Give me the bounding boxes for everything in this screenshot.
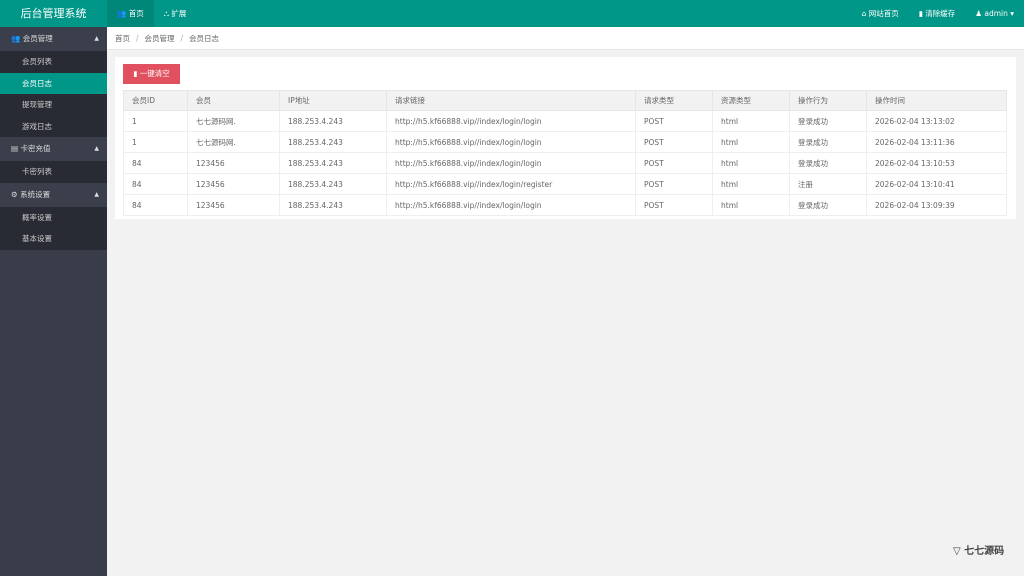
table-cell: 七七源码网. — [187, 110, 280, 132]
table-row: 1 七七源码网. 188.253.4.243 http://h5.kf66888.vi… — [123, 110, 1007, 132]
column-header: 会员 — [187, 90, 280, 111]
column-header: 操作行为 — [789, 90, 867, 111]
table-cell: 2026-02-04 13:10:53 — [866, 152, 1007, 174]
log-table: 会员ID 会员 IP地址 请求链接 请求类型 资源类型 操作行为 操作时间 1 七七源码网. 18… — [123, 90, 1007, 216]
table-cell: 七七源码网. — [187, 131, 280, 153]
column-header: 操作时间 — [866, 90, 1007, 111]
table-cell: 188.253.4.243 — [279, 194, 387, 216]
table-cell: http://h5.kf66888.vip//index/login/login — [386, 152, 636, 174]
sidebar: 👥 会员管理 ▲ 会员列表 会员日志 提现管理 游戏日志 ▤ 卡密充值 ▲ 卡密列表… — [0, 27, 107, 576]
trash-icon: ▮ — [133, 69, 140, 78]
table-cell: http://h5.kf66888.vip//index/login/login — [386, 110, 636, 132]
sitemap-icon: ⛬ — [163, 9, 172, 18]
column-header: IP地址 — [279, 90, 387, 111]
table-cell: 2026-02-04 13:11:36 — [866, 131, 1007, 153]
home-icon: ⌂ — [861, 9, 869, 18]
breadcrumb-home[interactable]: 首页 — [115, 34, 130, 43]
breadcrumb-current: 会员日志 — [189, 34, 220, 43]
clear-cache-link[interactable]: ▮ 清除缓存 — [918, 9, 956, 18]
sidebar-item-member-list[interactable]: 会员列表 — [0, 51, 107, 73]
table-cell: POST — [635, 194, 713, 216]
sidebar-item-member-log[interactable]: 会员日志 — [0, 72, 107, 94]
table-cell: 123456 — [187, 173, 280, 195]
sidebar-group-cards[interactable]: ▤ 卡密充值 ▲ — [0, 137, 107, 161]
top-bar: 后台管理系统 👥 首页 ⛬ 扩展 ⌂ 网站首页 ▮ 清除缓存 ♟ admin ▾ — [0, 0, 1024, 27]
users-icon: 👥 — [117, 9, 129, 18]
caret-up-icon: ▲ — [94, 190, 99, 198]
table-cell: html — [712, 173, 790, 195]
table-cell: html — [712, 131, 790, 153]
table-cell: 登录成功 — [789, 152, 867, 174]
nav-home[interactable]: 👥 首页 — [107, 0, 154, 27]
table-cell: 188.253.4.243 — [279, 131, 387, 153]
book-icon: ▤ — [11, 144, 21, 153]
table-cell: POST — [635, 131, 713, 153]
table-cell: 1 — [123, 110, 188, 132]
table-cell: 123456 — [187, 194, 280, 216]
table-cell: 188.253.4.243 — [279, 110, 387, 132]
sidebar-item-game-log[interactable]: 游戏日志 — [0, 115, 107, 137]
site-home-link[interactable]: ⌂ 网站首页 — [861, 9, 899, 18]
sidebar-group-settings[interactable]: ⚙ 系统设置 ▲ — [0, 182, 107, 207]
table-cell: 登录成功 — [789, 110, 867, 132]
table-cell: 登录成功 — [789, 194, 867, 216]
table-cell: 注册 — [789, 173, 867, 195]
table-cell: 登录成功 — [789, 131, 867, 153]
gear-icon: ⚙ — [11, 189, 21, 199]
table-row: 84 123456 188.253.4.243 http://h5.kf66888.v… — [123, 194, 1007, 216]
breadcrumb: 首页 / 会员管理 / 会员日志 — [107, 27, 1024, 50]
sidebar-item-probability[interactable]: 概率设置 — [0, 206, 107, 228]
trash-icon: ▮ — [918, 9, 926, 18]
table-cell: 188.253.4.243 — [279, 152, 387, 174]
table-cell: 188.253.4.243 — [279, 173, 387, 195]
table-cell: html — [712, 152, 790, 174]
table-row: 1 七七源码网. 188.253.4.243 http://h5.kf66888.vi… — [123, 131, 1007, 153]
watermark-logo: ▽ 七七源码 — [953, 546, 1005, 557]
column-header: 请求类型 — [635, 90, 713, 111]
table-cell: 2026-02-04 13:13:02 — [866, 110, 1007, 132]
caret-down-icon: ▾ — [1007, 9, 1014, 18]
table-row: 84 123456 188.253.4.243 http://h5.kf66888.v… — [123, 173, 1007, 195]
user-icon: ♟ — [975, 9, 985, 18]
table-cell: html — [712, 110, 790, 132]
table-cell: html — [712, 194, 790, 216]
table-cell: POST — [635, 152, 713, 174]
table-cell: 84 — [123, 173, 188, 195]
table-cell: 84 — [123, 152, 188, 174]
table-cell: 2026-02-04 13:10:41 — [866, 173, 1007, 195]
users-icon: 👥 — [11, 34, 23, 43]
table-cell: 2026-02-04 13:09:39 — [866, 194, 1007, 216]
table-cell: http://h5.kf66888.vip//index/login/login — [386, 131, 636, 153]
top-right: ⌂ 网站首页 ▮ 清除缓存 ♟ admin ▾ — [852, 0, 1024, 27]
clear-all-button[interactable]: ▮ 一键清空 — [123, 64, 180, 84]
sidebar-item-withdraw[interactable]: 提现管理 — [0, 94, 107, 116]
caret-up-icon: ▲ — [94, 35, 99, 42]
breadcrumb-members[interactable]: 会员管理 — [144, 34, 175, 43]
sidebar-item-card-list[interactable]: 卡密列表 — [0, 161, 107, 183]
table-cell: 1 — [123, 131, 188, 153]
sidebar-group-members[interactable]: 👥 会员管理 ▲ — [0, 27, 107, 51]
table-cell: http://h5.kf66888.vip//index/login/regis… — [386, 173, 636, 195]
table-row: 84 123456 188.253.4.243 http://h5.kf66888.v… — [123, 152, 1007, 174]
table-cell: 123456 — [187, 152, 280, 174]
nav-extend[interactable]: ⛬ 扩展 — [163, 9, 187, 18]
table-cell: POST — [635, 110, 713, 132]
column-header: 资源类型 — [712, 90, 790, 111]
column-header: 会员ID — [123, 90, 188, 111]
table-cell: http://h5.kf66888.vip//index/login/login — [386, 194, 636, 216]
user-menu[interactable]: ♟ admin ▾ — [975, 9, 1014, 18]
column-header: 请求链接 — [386, 90, 636, 111]
table-cell: POST — [635, 173, 713, 195]
app-title: 后台管理系统 — [20, 7, 87, 20]
sidebar-item-basic[interactable]: 基本设置 — [0, 228, 107, 250]
caret-up-icon: ▲ — [94, 145, 99, 152]
table-cell: 84 — [123, 194, 188, 216]
top-nav: 👥 首页 ⛬ 扩展 — [107, 0, 196, 27]
